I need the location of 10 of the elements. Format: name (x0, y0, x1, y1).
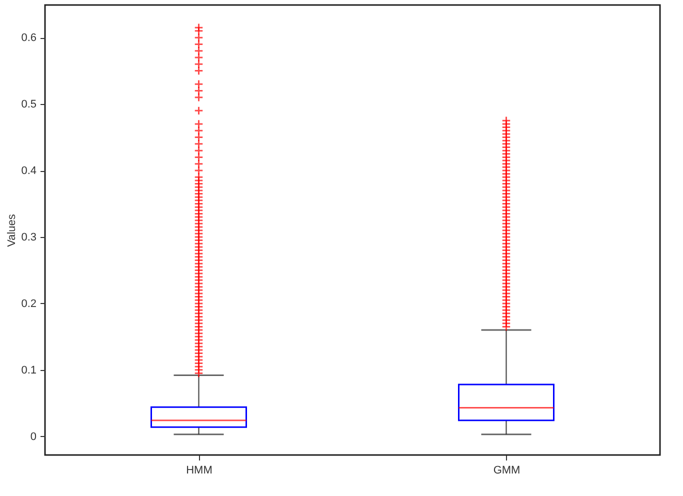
x-tick-label: HMM (186, 464, 212, 476)
y-tick-label: 0.2 (21, 298, 36, 310)
y-tick-label: 0.3 (21, 231, 36, 244)
y-tick-label: 0.4 (21, 165, 36, 178)
y-axis-title: Values (6, 214, 18, 247)
y-tick-label: 0.5 (21, 98, 36, 111)
x-tick-label: GMM (493, 464, 520, 476)
y-tick-label: 0.6 (21, 32, 36, 44)
y-tick-label: 0.1 (21, 364, 36, 376)
y-tick-label: 0 (30, 430, 36, 443)
